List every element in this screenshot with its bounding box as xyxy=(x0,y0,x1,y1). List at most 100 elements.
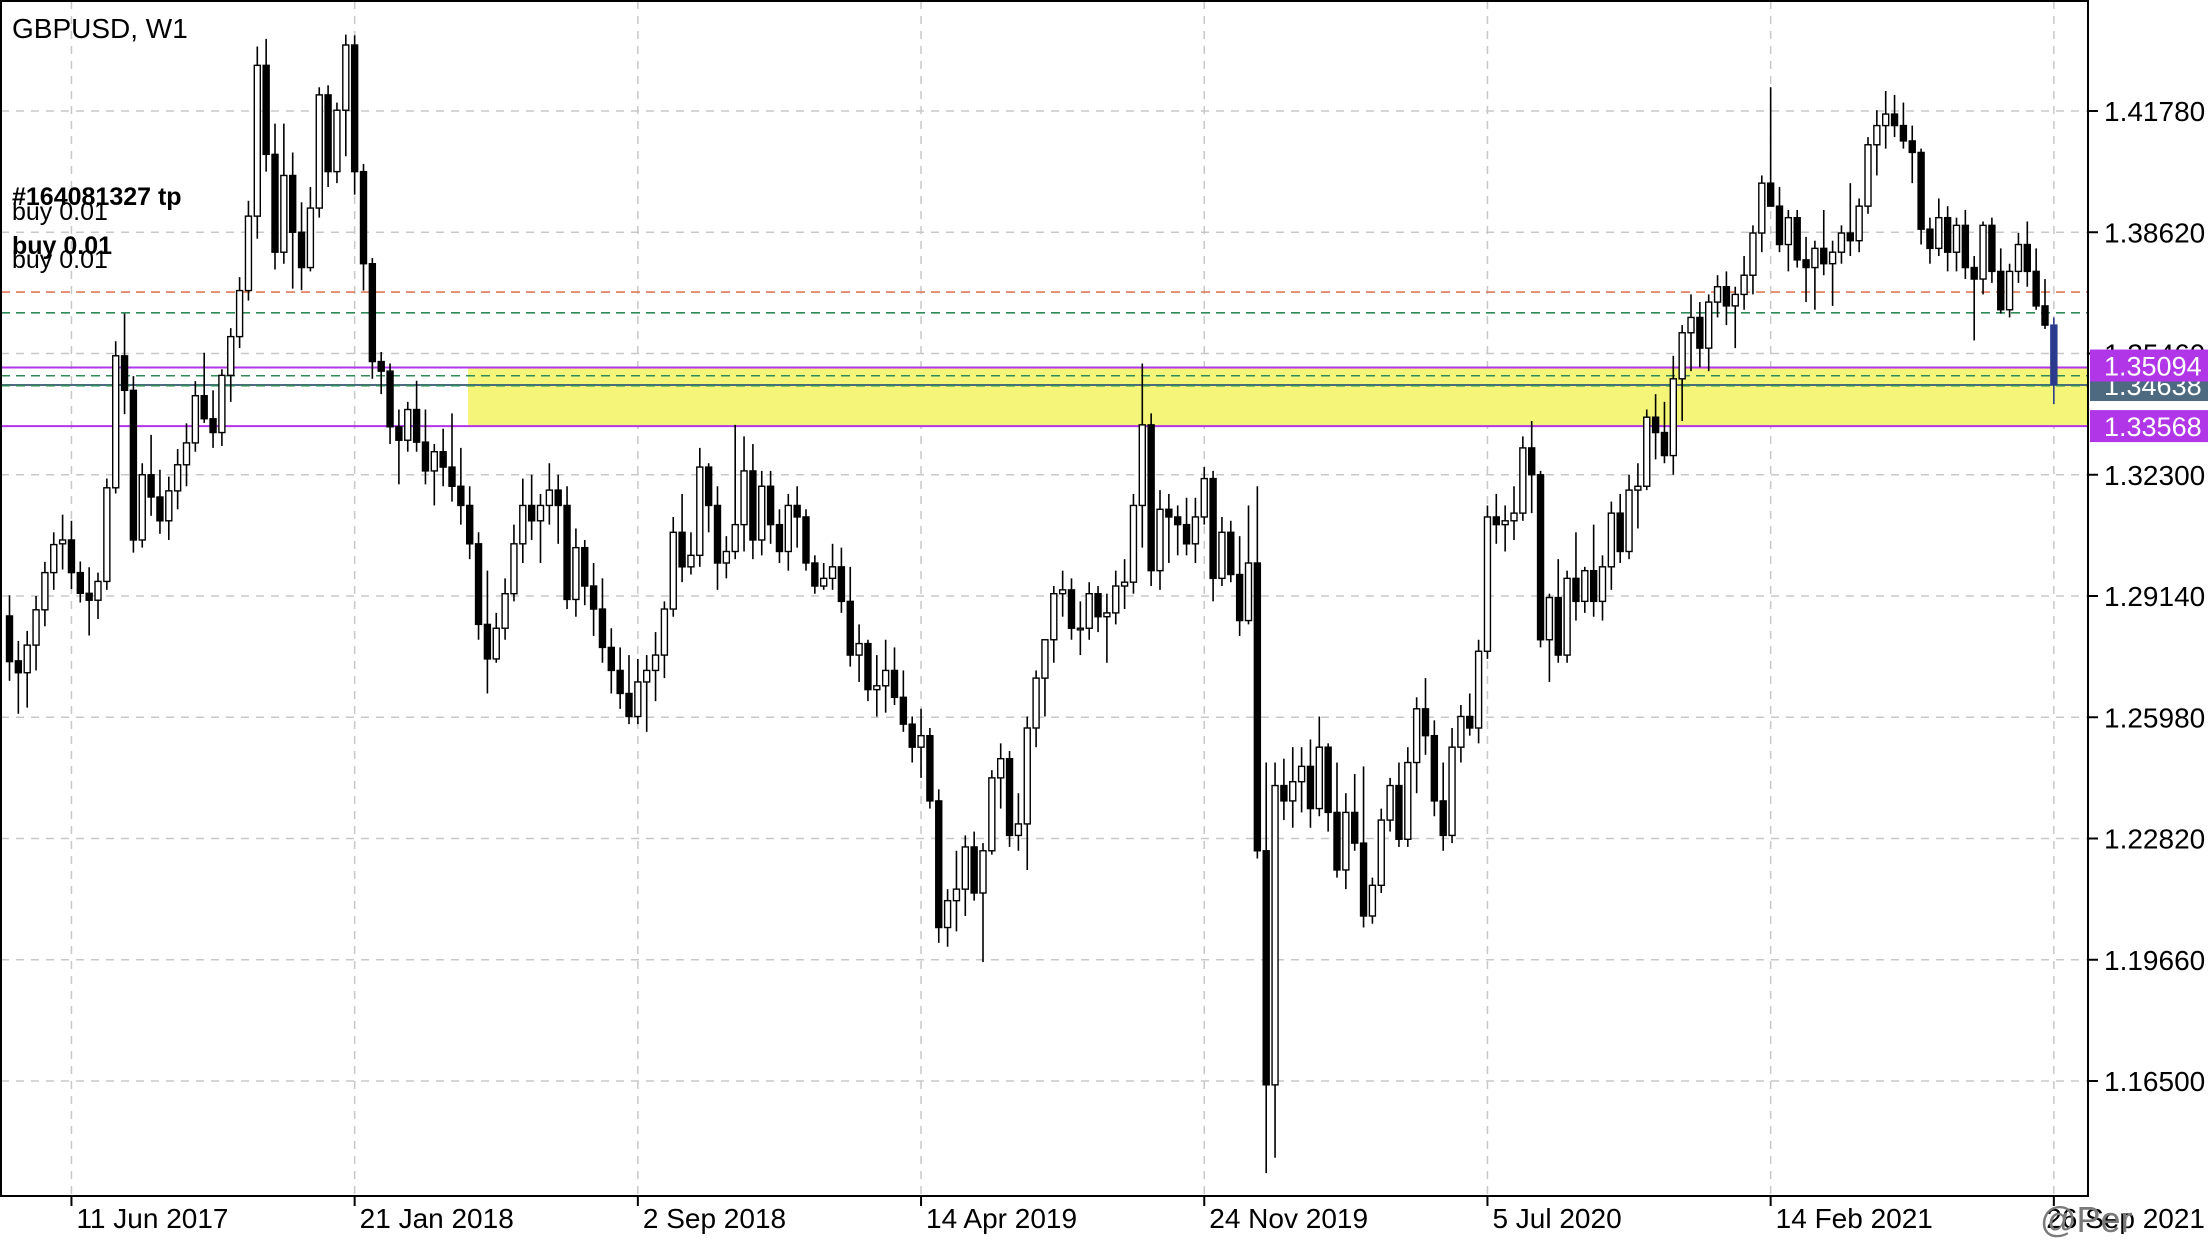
candle-196 xyxy=(1740,256,1748,310)
candle-191 xyxy=(1696,302,1704,368)
candle-body-148 xyxy=(1315,746,1324,810)
candle-88 xyxy=(784,493,792,571)
candle-147 xyxy=(1306,739,1315,828)
candle-body-69 xyxy=(616,669,624,695)
x-tick-label-3: 14 Apr 2019 xyxy=(926,1203,1077,1234)
candle-154 xyxy=(1368,877,1377,924)
candle-103 xyxy=(917,708,925,778)
candle-body-70 xyxy=(625,692,633,718)
candle-169 xyxy=(1501,505,1509,552)
candle-body-230 xyxy=(2041,305,2049,326)
candle-body-217 xyxy=(1926,228,1934,250)
candle-149 xyxy=(1324,743,1332,832)
candle-57 xyxy=(510,524,518,602)
candle-body-218 xyxy=(1935,216,1943,250)
candle-112 xyxy=(997,743,1005,809)
candle-125 xyxy=(1112,570,1120,625)
candle-116 xyxy=(1032,670,1040,748)
candle-body-118 xyxy=(1050,592,1058,641)
candle-body-60 xyxy=(536,504,545,522)
candle-209 xyxy=(1855,198,1863,253)
candle-body-127 xyxy=(1129,504,1138,583)
chart-title: GBPUSD, W1 xyxy=(12,13,188,44)
candle-body-22 xyxy=(200,395,208,420)
candle-225 xyxy=(1997,248,2005,314)
candle-body-82 xyxy=(731,523,739,553)
candle-body-171 xyxy=(1519,447,1527,514)
candle-133 xyxy=(1182,497,1191,556)
candle-39 xyxy=(350,35,359,195)
candle-97 xyxy=(864,639,872,702)
candle-139 xyxy=(1235,536,1244,636)
candle-172 xyxy=(1527,421,1536,514)
candle-85 xyxy=(758,470,766,556)
candle-body-169 xyxy=(1501,520,1509,526)
candle-142 xyxy=(1262,762,1270,1174)
candle-162 xyxy=(1439,762,1447,851)
candle-body-227 xyxy=(2014,243,2023,273)
candle-212 xyxy=(1881,91,1890,149)
candle-0 xyxy=(5,595,14,681)
candle-body-66 xyxy=(589,585,598,610)
candle-102 xyxy=(908,716,916,763)
candle-197 xyxy=(1749,225,1757,295)
candle-body-93 xyxy=(828,566,837,580)
candle-223 xyxy=(1979,221,1987,295)
candle-body-54 xyxy=(483,623,492,660)
candle-184 xyxy=(1634,463,1642,529)
price-axis[interactable]: 1.417801.386201.354601.323001.291401.259… xyxy=(2088,96,2205,1097)
plot-border xyxy=(0,0,2089,1197)
candle-body-61 xyxy=(545,489,554,507)
candle-body-134 xyxy=(1191,516,1200,545)
candle-body-128 xyxy=(1138,424,1147,507)
candle-body-11 xyxy=(103,487,111,583)
candle-178 xyxy=(1581,566,1589,613)
y-tick-label-3: 1.32300 xyxy=(2104,460,2205,491)
candle-28 xyxy=(253,46,262,239)
candle-41 xyxy=(368,257,377,379)
time-axis[interactable]: 11 Jun 2017 21 Jan 2018 2 Sep 2018 14 Apr 2… xyxy=(70,1196,2205,1234)
candle-60 xyxy=(536,493,545,564)
candle-111 xyxy=(988,770,996,855)
candle-body-104 xyxy=(926,734,934,802)
candle-94 xyxy=(837,547,846,613)
candle-body-201 xyxy=(1784,216,1793,246)
candle-body-117 xyxy=(1041,639,1049,679)
candle-body-100 xyxy=(890,669,899,698)
candle-121 xyxy=(1076,601,1085,656)
candle-body-149 xyxy=(1324,746,1332,814)
candle-221 xyxy=(1961,209,1970,280)
candle-body-131 xyxy=(1165,508,1173,518)
candle-body-139 xyxy=(1235,573,1244,622)
candle-27 xyxy=(244,200,253,301)
y-tick-label-6: 1.22820 xyxy=(2104,824,2205,855)
candle-117 xyxy=(1041,639,1049,717)
candle-152 xyxy=(1350,774,1359,851)
candle-21 xyxy=(191,381,200,452)
candle-body-105 xyxy=(935,800,943,929)
candle-9 xyxy=(85,567,93,636)
candle-body-99 xyxy=(881,669,890,687)
candle-98 xyxy=(873,655,881,717)
candle-body-187 xyxy=(1660,431,1669,457)
candle-body-158 xyxy=(1404,761,1412,840)
candle-body-14 xyxy=(129,389,138,541)
horizontal-lines[interactable] xyxy=(1,291,2088,428)
candle-body-1 xyxy=(14,660,23,674)
candle-body-79 xyxy=(704,466,713,507)
candle-body-53 xyxy=(474,543,483,626)
candle-3 xyxy=(32,596,40,671)
candle-body-45 xyxy=(404,408,412,441)
price-zone[interactable] xyxy=(468,367,2088,427)
candle-63 xyxy=(563,486,571,610)
candle-198 xyxy=(1758,175,1766,253)
candle-49 xyxy=(439,428,447,487)
candle-37 xyxy=(333,102,341,184)
candle-body-206 xyxy=(1828,251,1837,265)
candle-226 xyxy=(2005,263,2014,318)
candle-body-209 xyxy=(1855,205,1863,242)
candle-165 xyxy=(1466,693,1474,736)
candle-body-34 xyxy=(306,207,315,269)
